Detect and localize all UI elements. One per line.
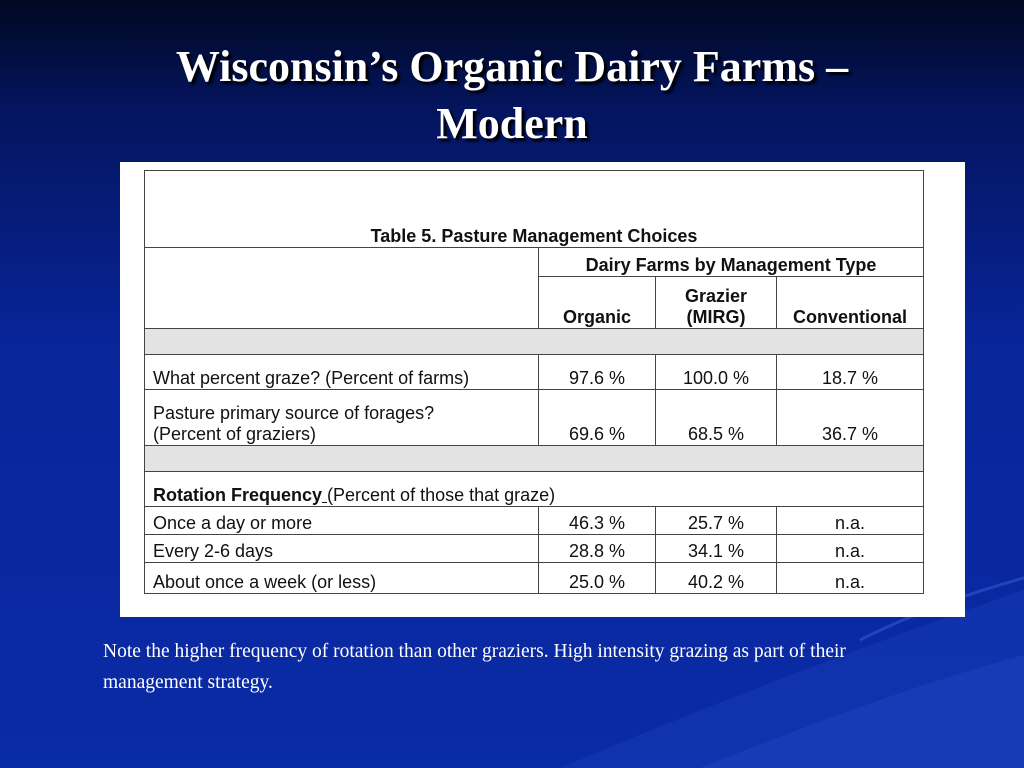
cell-conventional: n.a. bbox=[775, 506, 925, 535]
table-row: Every 2-6 days 28.8 % 34.1 % n.a. bbox=[144, 534, 925, 563]
cell-organic: 28.8 % bbox=[538, 534, 656, 563]
table-header-blank bbox=[144, 247, 539, 329]
column-header-conventional: Conventional bbox=[775, 276, 925, 329]
row-label-line-2: (Percent of graziers) bbox=[153, 424, 317, 444]
row-label: Every 2-6 days bbox=[144, 534, 539, 563]
row-label: Pasture primary source of forages? (Perc… bbox=[144, 389, 539, 446]
group-header: Dairy Farms by Management Type bbox=[537, 247, 925, 277]
column-header-grazier-line-2: (MIRG) bbox=[686, 307, 746, 327]
table-caption: Table 5. Pasture Management Choices bbox=[143, 170, 925, 248]
table-row: About once a week (or less) 25.0 % 40.2 … bbox=[144, 562, 925, 594]
rotation-header-bold: Rotation Frequency bbox=[153, 485, 323, 505]
rotation-header-cell: Rotation Frequency (Percent of those tha… bbox=[143, 471, 925, 507]
table-row: Pasture primary source of forages? (Perc… bbox=[144, 389, 925, 446]
cell-grazier: 40.2 % bbox=[655, 562, 777, 594]
row-label: About once a week (or less) bbox=[144, 562, 539, 594]
cell-conventional: 36.7 % bbox=[775, 389, 925, 446]
row-label: Once a day or more bbox=[144, 506, 539, 535]
cell-grazier: 100.0 % bbox=[655, 354, 777, 390]
slide-title-line-1: Wisconsin’s Organic Dairy Farms – bbox=[175, 42, 849, 91]
slide-note: Note the higher frequency of rotation th… bbox=[103, 641, 846, 693]
row-label: What percent graze? (Percent of farms) bbox=[144, 354, 539, 390]
cell-organic: 25.0 % bbox=[538, 562, 656, 594]
slide-title-line-2: Modern bbox=[436, 99, 588, 148]
table-image-panel: Table 5. Pasture Management Choices Dair… bbox=[120, 162, 965, 617]
row-label-line-1: Pasture primary source of forages? bbox=[153, 403, 435, 423]
table-row: Once a day or more 46.3 % 25.7 % n.a. bbox=[144, 506, 925, 535]
cell-conventional: 18.7 % bbox=[775, 354, 925, 390]
slide-title: Wisconsin’s Organic Dairy Farms – Modern bbox=[0, 38, 1024, 152]
rotation-header-rest: (Percent of those that graze) bbox=[327, 485, 556, 505]
shaded-separator-row bbox=[143, 328, 925, 355]
shaded-separator-row bbox=[143, 445, 925, 472]
rotation-section-header: Rotation Frequency (Percent of those tha… bbox=[143, 471, 925, 507]
cell-organic: 69.6 % bbox=[538, 389, 656, 446]
cell-conventional: n.a. bbox=[775, 534, 925, 563]
cell-organic: 97.6 % bbox=[538, 354, 656, 390]
column-header-organic: Organic bbox=[538, 276, 656, 329]
cell-grazier: 34.1 % bbox=[655, 534, 777, 563]
cell-organic: 46.3 % bbox=[538, 506, 656, 535]
table-row: What percent graze? (Percent of farms) 9… bbox=[144, 354, 925, 390]
column-header-grazier-line-1: Grazier bbox=[684, 286, 748, 306]
cell-grazier: 25.7 % bbox=[655, 506, 777, 535]
cell-grazier: 68.5 % bbox=[655, 389, 777, 446]
column-header-grazier: Grazier (MIRG) bbox=[655, 276, 777, 329]
pasture-management-table: Table 5. Pasture Management Choices Dair… bbox=[143, 170, 925, 594]
cell-conventional: n.a. bbox=[775, 562, 925, 594]
